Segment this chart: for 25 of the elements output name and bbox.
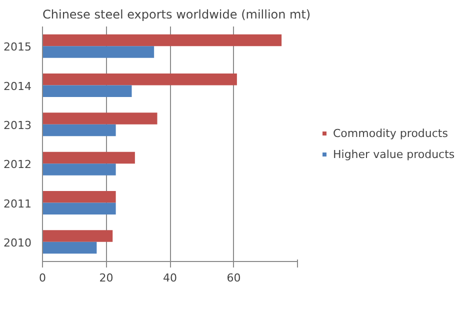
y-tick-label: 2014	[4, 80, 32, 93]
y-tick-label: 2015	[4, 40, 32, 54]
bar	[42, 230, 113, 242]
bar	[42, 34, 282, 46]
bar	[42, 164, 116, 176]
y-tick-label: 2013	[4, 118, 32, 132]
x-tick-label: 60	[226, 272, 241, 284]
bar	[42, 112, 158, 124]
y-tick-label: 2012	[4, 158, 32, 172]
y-tick-label: 2010	[4, 236, 32, 250]
bar	[42, 152, 135, 164]
bar	[42, 124, 116, 136]
bar	[42, 242, 97, 254]
legend-label: Commodity products	[333, 126, 448, 140]
legend-label: Higher value products	[333, 148, 455, 160]
bar	[42, 85, 132, 97]
chart-title: Chinese steel exports worldwide (million mt)	[42, 8, 311, 22]
x-tick-label: 20	[99, 272, 114, 284]
bar	[42, 46, 154, 58]
x-tick-label: 0	[39, 272, 46, 284]
x-tick-label: 40	[163, 272, 177, 284]
bar	[42, 191, 116, 203]
bar	[42, 202, 116, 214]
y-tick-label: 2011	[4, 197, 32, 210]
bar	[42, 74, 237, 86]
